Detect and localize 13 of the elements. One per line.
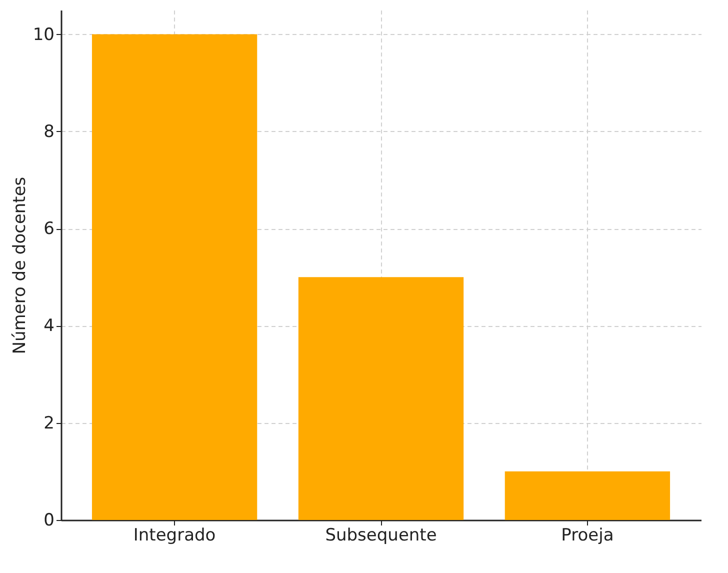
y-tick-label: 4	[44, 316, 54, 336]
y-tick-label: 10	[32, 24, 54, 45]
y-axis-title: Número de docentes	[10, 176, 30, 354]
x-tick-label: Subsequente	[325, 526, 437, 546]
y-tick-label: 8	[44, 122, 54, 142]
bar	[298, 277, 464, 520]
x-tick-label: Integrado	[133, 526, 216, 546]
y-tick-label: 2	[44, 413, 54, 434]
bar	[92, 34, 258, 520]
bar	[504, 471, 670, 520]
y-tick-label: 0	[44, 510, 54, 530]
x-tick-label: Proeja	[561, 526, 614, 546]
y-tick-label: 6	[44, 219, 54, 240]
